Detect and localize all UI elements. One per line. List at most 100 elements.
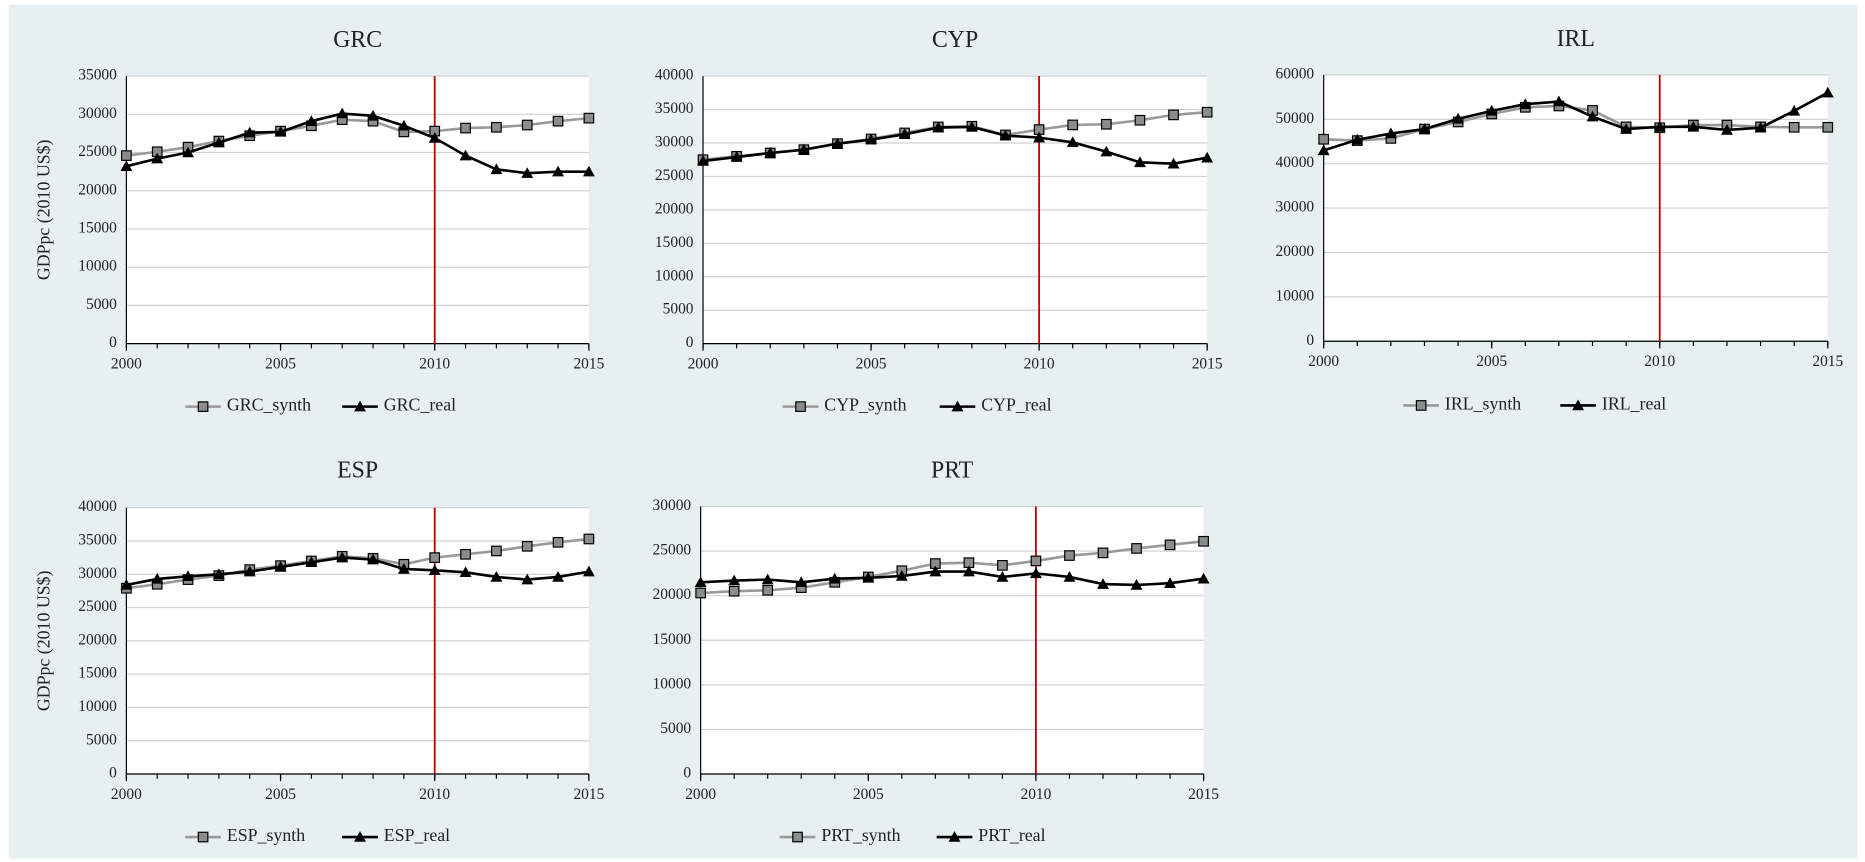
marker-triangle [552,165,564,177]
marker-square [521,119,533,131]
series-line [126,537,590,590]
y-tick-label: 30000 [655,134,694,151]
marker-triangle [459,149,472,161]
marker-square [491,545,502,557]
legend-marker [1572,399,1585,411]
marker-triangle [1351,133,1364,145]
marker-triangle [490,163,503,175]
legend-label: PRT_real [978,825,1045,845]
y-tick-label: 20000 [78,181,117,198]
marker-triangle [151,152,164,164]
y-tick-label: 25000 [78,598,117,615]
marker-square [695,587,707,599]
marker-triangle [1721,124,1733,135]
y-axis-label: GDPpc (2010 US$) [34,139,55,280]
marker-square [460,548,471,560]
y-tick-label: 0 [686,334,694,351]
marker-triangle [521,573,534,585]
marker-triangle [761,573,774,585]
y-tick-label: 40000 [1276,154,1315,171]
y-tick-label: 20000 [1276,243,1315,260]
marker-square [1201,106,1213,118]
marker-triangle [1653,120,1666,132]
marker-triangle [862,571,875,583]
marker-triangle [459,566,472,578]
marker-square [1067,119,1079,131]
marker-triangle [962,565,975,577]
marker-triangle [1167,157,1180,169]
x-tick-label: 2000 [685,786,716,803]
marker-square [583,533,595,545]
legend-marker [948,831,961,842]
y-tick-label: 0 [1306,332,1314,349]
marker-square [121,150,132,161]
x-tick-label: 2015 [1188,786,1219,803]
chart-title: ESP [337,457,378,483]
chart-title: CYP [932,27,978,53]
marker-triangle [182,570,194,582]
marker-square [728,585,740,597]
marker-triangle [243,126,256,138]
legend-label: CYP_real [981,395,1051,415]
legend-label: PRT_synth [821,825,900,845]
legend-marker [951,400,964,412]
x-tick-label: 2000 [111,786,142,803]
marker-triangle [1133,156,1146,168]
marker-triangle [1519,98,1532,109]
marker-triangle [831,137,844,149]
y-tick-label: 30000 [78,565,117,582]
y-tick-label: 10000 [653,675,692,692]
marker-square [1822,121,1834,133]
marker-square [1134,114,1146,126]
x-tick-label: 2005 [856,356,887,373]
marker-triangle [1821,86,1834,98]
y-tick-label: 40000 [655,67,694,84]
marker-triangle [694,576,707,588]
marker-square [1318,133,1330,145]
y-tick-label: 10000 [655,267,694,284]
marker-triangle [428,132,441,143]
marker-triangle [1066,136,1079,148]
marker-square [552,536,564,548]
y-tick-label: 5000 [660,720,691,737]
series-line [1323,91,1829,152]
marker-triangle [1452,112,1465,124]
marker-square [521,540,533,552]
marker-triangle [1754,121,1767,133]
marker-triangle [898,128,911,140]
y-tick-label: 5000 [86,731,117,748]
y-tick-label: 50000 [1276,110,1315,127]
marker-triangle [996,571,1009,582]
x-tick-label: 2015 [1812,353,1843,370]
marker-triangle [1201,151,1214,163]
legend-marker [197,401,209,412]
marker-square [1097,547,1109,559]
marker-triangle [1130,579,1143,590]
marker-triangle [582,565,595,577]
marker-square [460,122,471,134]
y-tick-label: 5000 [86,296,117,313]
y-tick-label: 15000 [653,631,692,648]
series-line [126,116,590,157]
legend-marker [354,400,366,412]
marker-triangle [336,551,349,563]
y-tick-label: 25000 [78,143,117,160]
marker-square [1168,109,1179,121]
y-tick-label: 10000 [78,258,117,275]
legend-marker [197,831,209,843]
marker-triangle [120,160,133,172]
y-tick-label: 30000 [1276,199,1315,216]
legend-label: IRL_synth [1445,394,1521,414]
y-tick-label: 0 [109,334,117,351]
y-tick-label: 10000 [78,698,117,715]
y-tick-label: 20000 [78,631,117,648]
x-tick-label: 2005 [1476,353,1507,370]
x-tick-label: 2005 [265,356,296,373]
marker-triangle [1620,123,1633,134]
marker-triangle [932,121,945,133]
legend-label: ESP_synth [227,825,305,845]
marker-triangle [367,109,379,121]
marker-square [1788,121,1800,133]
y-tick-label: 20000 [655,200,694,217]
legend-marker [795,401,806,412]
